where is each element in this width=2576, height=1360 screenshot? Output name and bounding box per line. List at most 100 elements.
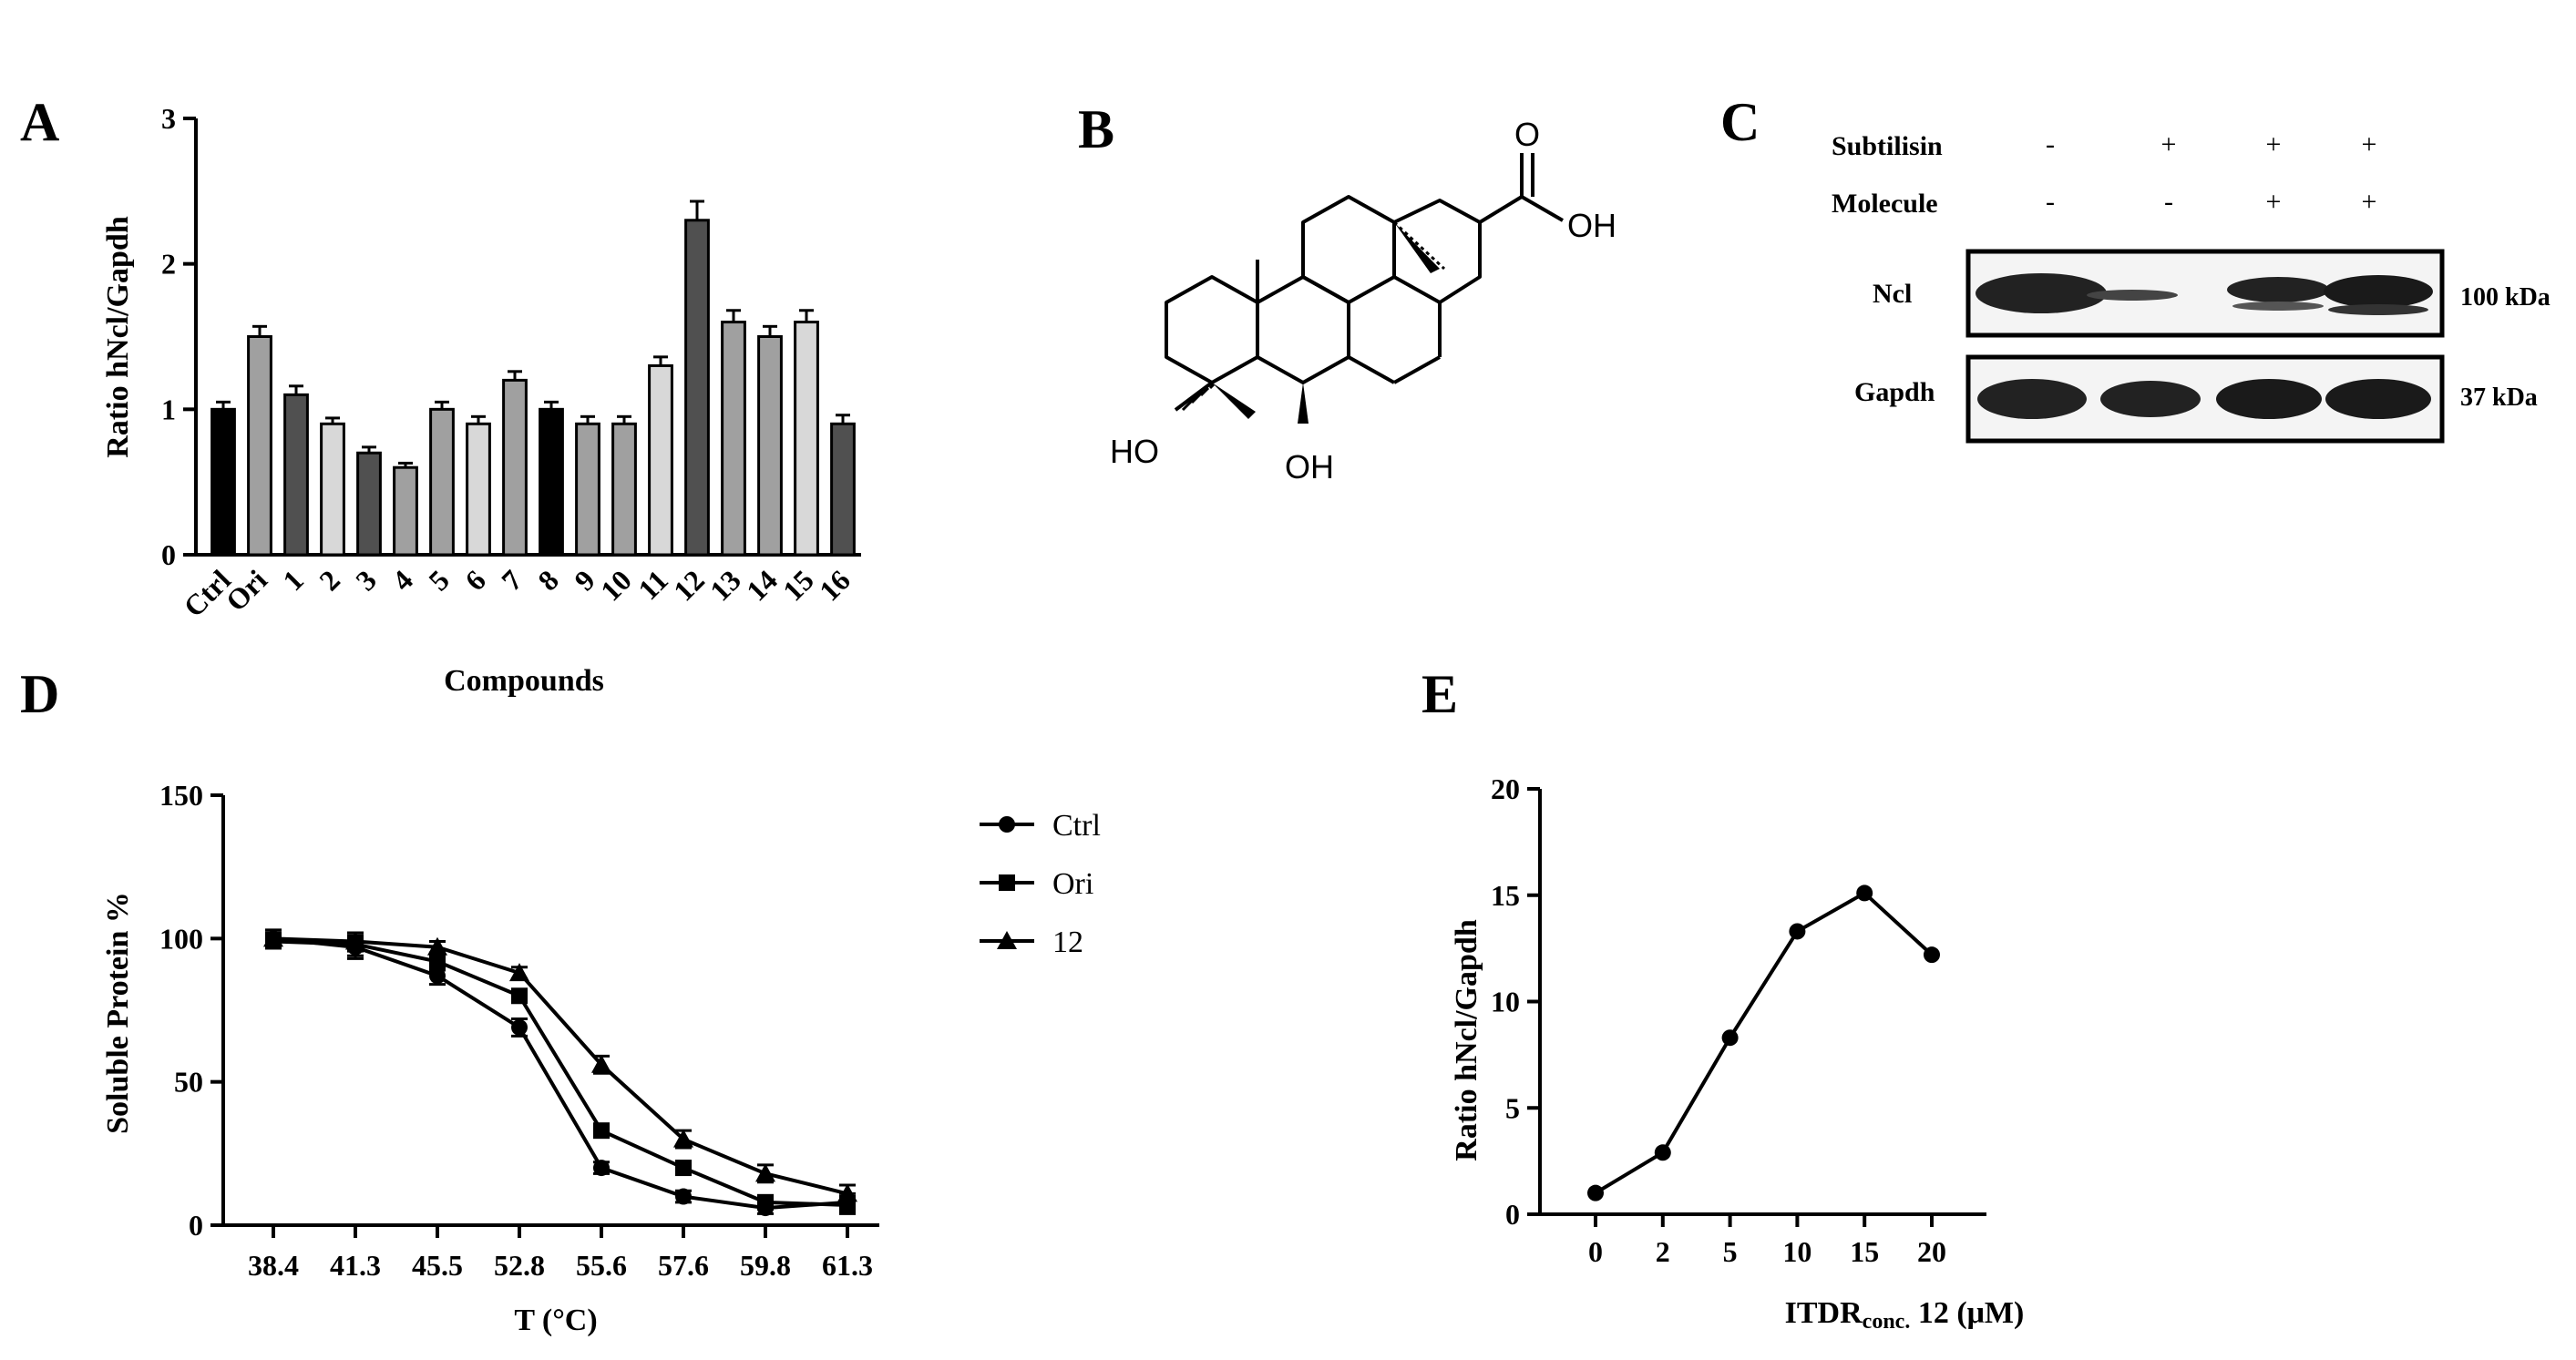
chart-e-xlabel: ITDRconc. 12 (μM): [1785, 1296, 2025, 1334]
structure-oh-bottom-label: OH: [1285, 448, 1334, 486]
bar: [721, 321, 746, 557]
y-tick-label: 0: [1505, 1198, 1520, 1231]
panel-label-d: D: [20, 664, 60, 724]
x-tick-label: 52.8: [494, 1249, 545, 1282]
x-tick-label: 20: [1917, 1235, 1946, 1268]
data-point: [1924, 946, 1940, 964]
x-tick-label: Ori: [220, 563, 273, 617]
blot-sign: +: [2362, 187, 2377, 217]
x-tick-label: 45.5: [412, 1249, 463, 1282]
blot-sign: -: [2046, 187, 2055, 217]
data-point: [837, 1183, 857, 1202]
y-tick-label: 0: [189, 1209, 203, 1242]
blot-row1-label: Subtilisin: [1832, 131, 1943, 161]
chart-d-ylabel: Soluble Protein %: [101, 892, 135, 1134]
structure-o-label: O: [1514, 116, 1540, 153]
blot-sign: +: [2161, 129, 2177, 159]
data-point: [429, 967, 446, 985]
legend-marker: [999, 874, 1015, 891]
bar: [794, 321, 819, 557]
chart-e-ylabel: Ratio hNcl/Gapdh: [1450, 919, 1483, 1161]
data-point: [429, 953, 446, 970]
data-point: [755, 1163, 775, 1182]
x-tick-label: 1: [276, 563, 310, 597]
bar: [684, 219, 710, 557]
bar: [393, 465, 418, 557]
data-point: [675, 1188, 692, 1205]
x-tick-label: 4: [385, 563, 419, 597]
bar: [502, 378, 528, 557]
blot-band2-size: 37 kDa: [2460, 383, 2538, 412]
data-point: [509, 963, 529, 982]
bar: [539, 407, 564, 557]
chart-a-ylabel: Ratio hNcl/Gapdh: [101, 216, 135, 458]
x-tick-label: 16: [813, 563, 857, 607]
structure-ho-label: HO: [1110, 433, 1159, 470]
data-point: [591, 1054, 611, 1073]
x-tick-label: 57.6: [658, 1249, 709, 1282]
bar: [320, 422, 345, 557]
x-tick-label: 15: [1850, 1235, 1879, 1268]
x-tick-label: 59.8: [740, 1249, 791, 1282]
structure-oh-acid-label: OH: [1567, 207, 1616, 244]
blot-band: [1976, 273, 2107, 313]
bar: [648, 363, 673, 557]
chart-a-xlabel: Compounds: [444, 664, 604, 698]
x-tick-label: 38.4: [248, 1249, 299, 1282]
x-tick-label: 55.6: [576, 1249, 627, 1282]
blot-sign: +: [2362, 129, 2377, 159]
blot-band: [2227, 277, 2329, 302]
data-point: [1721, 1029, 1739, 1047]
data-point: [757, 1193, 774, 1211]
blot-band: [2325, 379, 2431, 419]
bar: [356, 451, 382, 557]
data-point: [1789, 923, 1806, 940]
blot-band: [2100, 381, 2201, 417]
series-line: [272, 936, 848, 1211]
data-point: [593, 1122, 610, 1140]
blot-band: [2232, 302, 2324, 311]
line-chart-d: 0 50 100 150 38.4 41.3 45.5 52.8 55.6 57.6 59.8 61.…: [101, 779, 1101, 1337]
series-line: [1594, 890, 1934, 1195]
y-tick-label: 3: [161, 102, 176, 135]
blot-band2-label: Gapdh: [1854, 377, 1935, 407]
bar: [757, 335, 783, 557]
bar: [210, 407, 236, 557]
x-tick-label: 2: [313, 563, 346, 597]
panel-label-c: C: [1720, 92, 1760, 152]
line-chart-e: 0 5 10 15 20 0 2 5 10 15 20 Ratio hNcl/Gapdh ITDRc…: [1450, 772, 2025, 1334]
x-tick-label: 3: [349, 563, 383, 597]
data-point: [511, 1018, 528, 1036]
y-tick-label: 50: [174, 1066, 203, 1099]
panel-label-b: B: [1078, 99, 1115, 159]
blot-band: [2328, 304, 2428, 315]
x-tick-label: 6: [458, 563, 492, 597]
y-tick-label: 150: [159, 779, 203, 812]
blot-sign: -: [2164, 187, 2173, 217]
bar: [283, 393, 309, 557]
bar: [247, 335, 272, 557]
data-point: [345, 931, 365, 950]
chemical-structure: O OH HO OH: [1110, 116, 1616, 486]
blot-sign: -: [2046, 129, 2055, 159]
series-line: [272, 939, 848, 1207]
data-point: [593, 1160, 610, 1177]
y-tick-label: 2: [161, 248, 176, 281]
legend-label: Ctrl: [1052, 809, 1101, 843]
data-point: [1587, 1184, 1604, 1202]
legend-label: 12: [1052, 925, 1083, 959]
x-tick-label: 41.3: [330, 1249, 381, 1282]
legend-label: Ori: [1052, 867, 1093, 901]
panel-label-a: A: [20, 92, 60, 152]
blot-band: [2216, 379, 2322, 419]
y-tick-label: 20: [1491, 772, 1520, 805]
y-tick-label: 100: [159, 922, 203, 955]
panel-label-e: E: [1421, 664, 1459, 724]
series-line: [272, 936, 848, 1196]
data-point: [675, 1160, 692, 1177]
x-tick-label: 5: [422, 563, 456, 597]
x-tick-label: 9: [568, 563, 601, 597]
blot-row2-label: Molecule: [1832, 189, 1938, 219]
data-point: [673, 1129, 693, 1148]
x-tick-label: 0: [1588, 1235, 1603, 1268]
